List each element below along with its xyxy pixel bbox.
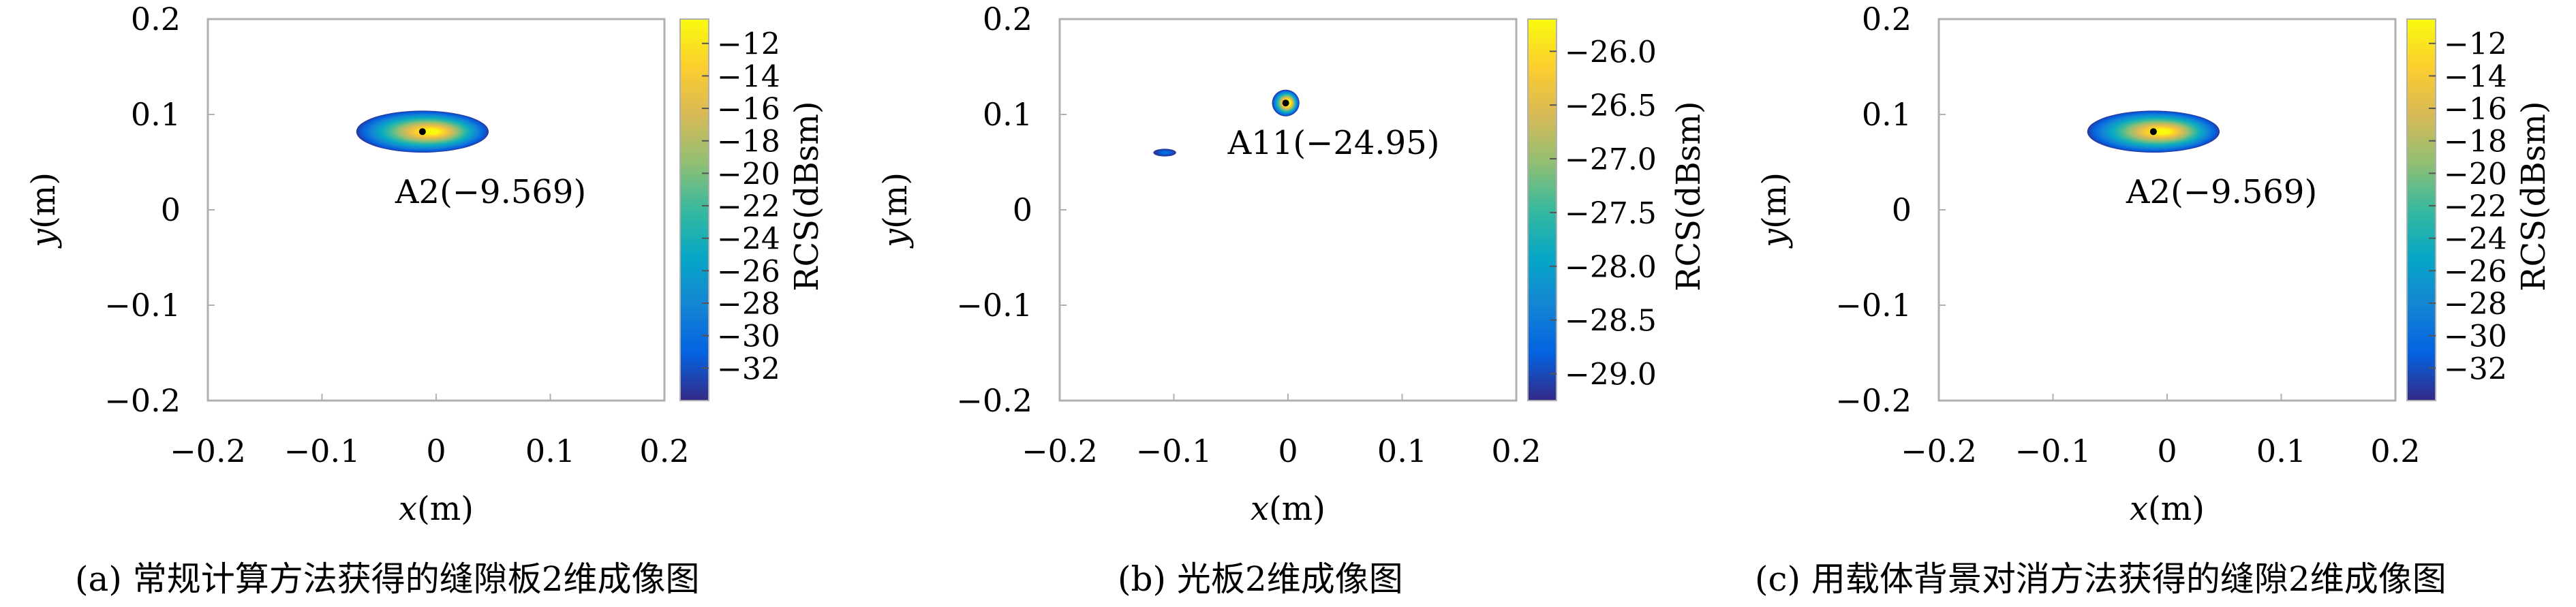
panel-a-plot-area <box>208 19 664 401</box>
caption-a: (a) 常规计算方法获得的缝隙板2维成像图 <box>75 559 700 599</box>
panel-c-ytick-label-3: −0.1 <box>1835 287 1912 324</box>
panel-b-ytick-label-0: 0.2 <box>983 1 1032 37</box>
panel-b-ytick-label-1: 0.1 <box>983 96 1032 133</box>
panel-b-xtick-label-1: −0.1 <box>1136 433 1212 469</box>
panel-c-ylabel: y(m) <box>1755 172 1794 249</box>
panel-a-cbar-tick-label-1: −14 <box>717 59 780 94</box>
panel-c-cbar-tick-label-9: −30 <box>2444 320 2507 354</box>
panel-b-cbar-tick-label-0: −26.0 <box>1565 35 1657 69</box>
panel-c-cbar-tick-label-1: −14 <box>2444 59 2507 94</box>
panel-b-ytick-label-3: −0.1 <box>956 287 1032 324</box>
panel-c-colorbar-label: RCS(dBsm) <box>2515 101 2553 291</box>
panel-a-blob-0-level-40 <box>426 129 438 134</box>
panel-a-cbar-tick-label-7: −26 <box>717 254 780 289</box>
panel-b-ylabel: y(m) <box>876 172 915 249</box>
panel-b-cbar-tick-label-3: −27.5 <box>1565 196 1657 231</box>
panel-a-cbar-tick-label-2: −16 <box>717 92 780 127</box>
panel-a-xtick-label-2: 0 <box>426 433 446 469</box>
panel-c-xtick-label-0: −0.2 <box>1901 433 1977 469</box>
panel-c-ytick-label-4: −0.2 <box>1835 382 1912 419</box>
panel-a-cbar-tick-label-0: −12 <box>717 27 780 62</box>
panel-a-xtick-label-4: 0.2 <box>639 433 689 469</box>
panel-b-cbar-tick-label-1: −26.5 <box>1565 89 1657 123</box>
panel-c-colorbar <box>2406 18 2436 401</box>
panel-b-peak-marker <box>1282 99 1289 107</box>
panel-c-ytick-label-1: 0.1 <box>1862 96 1912 133</box>
panel-a-ytick-label-2: 0 <box>161 191 181 228</box>
panel-a-colorbar-label: RCS(dBsm) <box>788 101 826 291</box>
panel-a-peak-annotation: A2(−9.569) <box>395 173 586 211</box>
panel-c-peak-annotation: A2(−9.569) <box>2126 173 2317 211</box>
caption-b: (b) 光板2维成像图 <box>1118 559 1403 599</box>
panel-c-cbar-tick-label-3: −18 <box>2444 125 2507 159</box>
panel-c-ytick-label-0: 0.2 <box>1862 1 1912 37</box>
panel-a-cbar-tick-label-9: −30 <box>717 320 780 354</box>
panel-b-peak-annotation: A11(−24.95) <box>1227 124 1440 162</box>
panel-b-ytick-label-4: −0.2 <box>956 382 1032 419</box>
panel-c-ytick-label-2: 0 <box>1892 191 1912 228</box>
panel-c-cbar-tick-label-6: −24 <box>2444 222 2507 257</box>
panel-b-cbar-tick-label-5: −28.5 <box>1565 304 1657 339</box>
panel-c-xtick-label-4: 0.2 <box>2370 433 2420 469</box>
panel-c-xtick-label-2: 0 <box>2157 433 2177 469</box>
panel-a-cbar-tick-label-3: −18 <box>717 125 780 159</box>
caption-c: (c) 用载体背景对消方法获得的缝隙2维成像图 <box>1755 559 2447 599</box>
panel-a-ytick-label-1: 0.1 <box>131 96 181 133</box>
panel-b-xtick-label-3: 0.1 <box>1377 433 1427 469</box>
panel-b-plot-area <box>1060 19 1516 401</box>
panel-a-ytick-label-3: −0.1 <box>104 287 181 324</box>
panel-c-cbar-tick-label-8: −28 <box>2444 287 2507 322</box>
panel-a-ylabel: y(m) <box>25 172 63 249</box>
panel-a-ytick-label-0: 0.2 <box>131 1 181 37</box>
panel-c-cbar-tick-label-0: −12 <box>2444 27 2507 62</box>
panel-a-ytick-label-4: −0.2 <box>104 382 181 419</box>
panel-c-blob-0-level-40 <box>2157 129 2168 134</box>
panel-c-peak-marker <box>2149 128 2157 136</box>
panel-c-cbar-tick-label-7: −26 <box>2444 254 2507 289</box>
panel-a-cbar-tick-label-5: −22 <box>717 189 780 224</box>
panel-a-xtick-label-3: 0.1 <box>525 433 575 469</box>
panel-a-cbar-tick-label-6: −24 <box>717 222 780 257</box>
panel-c-xtick-label-3: 0.1 <box>2256 433 2306 469</box>
panel-b-colorbar-label: RCS(dBsm) <box>1670 101 1708 291</box>
panel-b-xlabel: x(m) <box>1251 490 1325 528</box>
panel-a-cbar-tick-label-10: −32 <box>717 352 780 386</box>
panel-a-colorbar <box>679 18 709 401</box>
panel-a-xlabel: x(m) <box>399 490 474 528</box>
panel-b-colorbar <box>1527 18 1557 401</box>
panel-b-ytick-label-2: 0 <box>1013 191 1032 228</box>
panel-b-cbar-tick-label-4: −28.0 <box>1565 250 1657 285</box>
panel-c-xtick-label-1: −0.1 <box>2015 433 2091 469</box>
panel-b-xtick-label-0: −0.2 <box>1022 433 1098 469</box>
panel-b-cbar-tick-label-2: −27.0 <box>1565 142 1657 177</box>
panel-a-cbar-tick-label-8: −28 <box>717 287 780 322</box>
panel-b-xtick-label-2: 0 <box>1278 433 1298 469</box>
panel-a-cbar-tick-label-4: −20 <box>717 157 780 191</box>
panel-c-cbar-tick-label-5: −22 <box>2444 189 2507 224</box>
panel-c-cbar-tick-label-2: −16 <box>2444 92 2507 127</box>
panel-a-xtick-label-0: −0.2 <box>170 433 246 469</box>
panel-c-cbar-tick-label-10: −32 <box>2444 352 2507 386</box>
panel-a-xtick-label-1: −0.1 <box>284 433 361 469</box>
panel-b-xtick-label-4: 0.2 <box>1491 433 1541 469</box>
panel-a-peak-marker <box>418 128 426 136</box>
panel-b-cbar-tick-label-6: −29.0 <box>1565 358 1657 392</box>
panel-c-xlabel: x(m) <box>2130 490 2205 528</box>
panel-c-cbar-tick-label-4: −20 <box>2444 157 2507 191</box>
panel-c-plot-area <box>1939 19 2395 401</box>
